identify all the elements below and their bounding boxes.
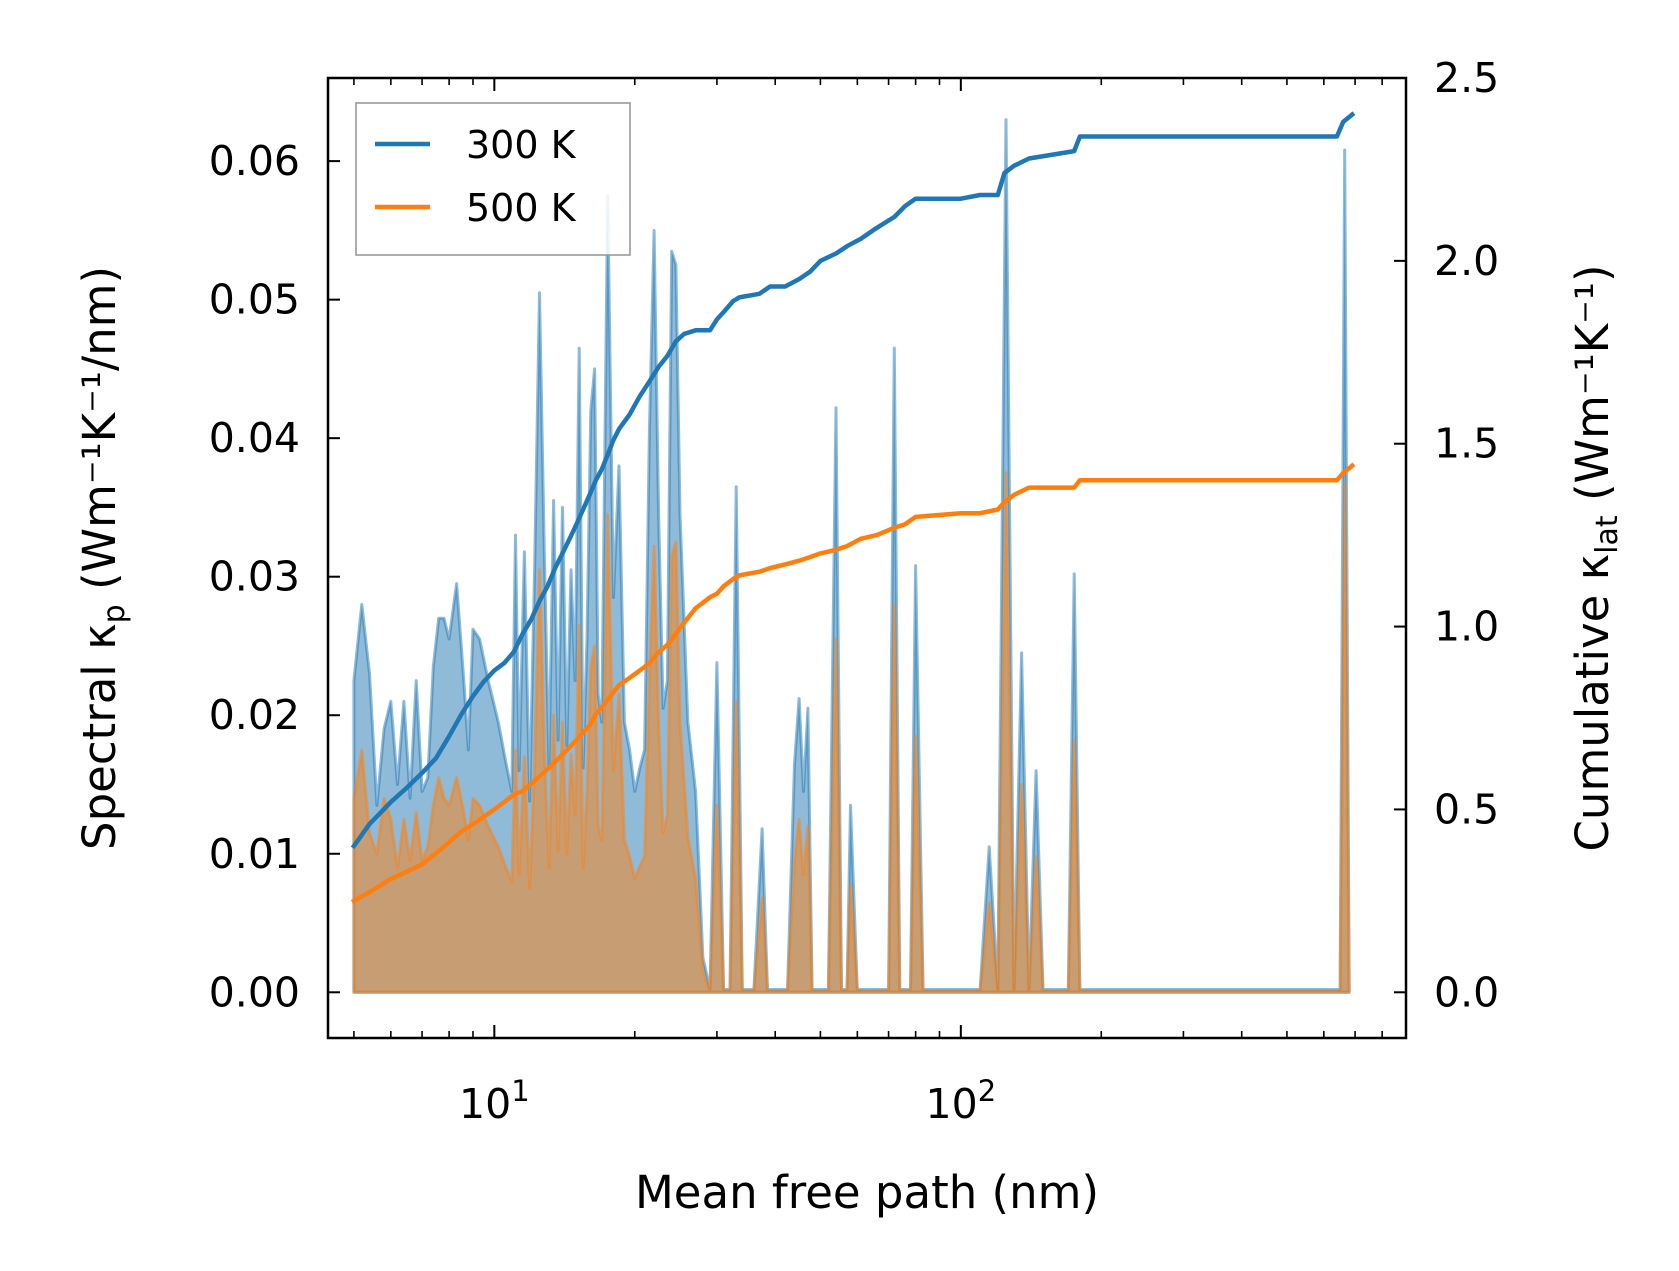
plot-frame <box>326 76 1408 1040</box>
y-left-tick-label: 0.03 <box>209 553 300 601</box>
legend-label: 500 K <box>466 186 577 230</box>
y-right-axis-label: Cumulative κlat (Wm⁻¹K⁻¹) <box>1566 265 1625 852</box>
x-axis-label: Mean free path (nm) <box>635 1166 1099 1219</box>
y-right-tick-label: 2.5 <box>1434 54 1499 102</box>
legend-label: 300 K <box>466 123 577 167</box>
y-right-tick-label: 1.5 <box>1434 420 1499 468</box>
y-left-tick-label: 0.02 <box>209 691 300 739</box>
spectral-fill-group <box>352 118 1351 994</box>
x-tick-label: 102 <box>926 1074 997 1128</box>
cumulative-line-500k <box>350 462 1356 904</box>
y-right-tick-label: 0.5 <box>1434 785 1499 833</box>
cumulative-line-group <box>350 111 1356 904</box>
x-tick-label: 101 <box>459 1074 530 1128</box>
y-left-tick-label: 0.06 <box>209 137 300 185</box>
legend: 300 K 500 K <box>355 102 631 256</box>
y-left-tick-label: 0.04 <box>209 414 300 462</box>
axes-group: 0.00 0.01 0.02 0.03 0.04 0.05 0.06 0.0 0.5 1.0 1.5… <box>209 54 1500 1128</box>
y-left-tick-label: 0.05 <box>209 276 300 324</box>
y-left-tick-label: 0.01 <box>209 830 300 878</box>
y-left-tick-label: 0.00 <box>209 968 300 1016</box>
y-right-tick-label: 0.0 <box>1434 968 1499 1016</box>
y-left-axis-label: Spectral κp (Wm⁻¹K⁻¹/nm) <box>73 266 132 850</box>
legend-box <box>355 102 631 256</box>
cumulative-line-300k <box>350 111 1356 850</box>
y-right-tick-label: 1.0 <box>1434 603 1499 651</box>
axis-labels: Mean free path (nm) Spectral κp (Wm⁻¹K⁻¹/… <box>73 265 1625 1220</box>
y-right-tick-label: 2.0 <box>1434 237 1499 285</box>
spectral-area-500k <box>352 471 1351 994</box>
